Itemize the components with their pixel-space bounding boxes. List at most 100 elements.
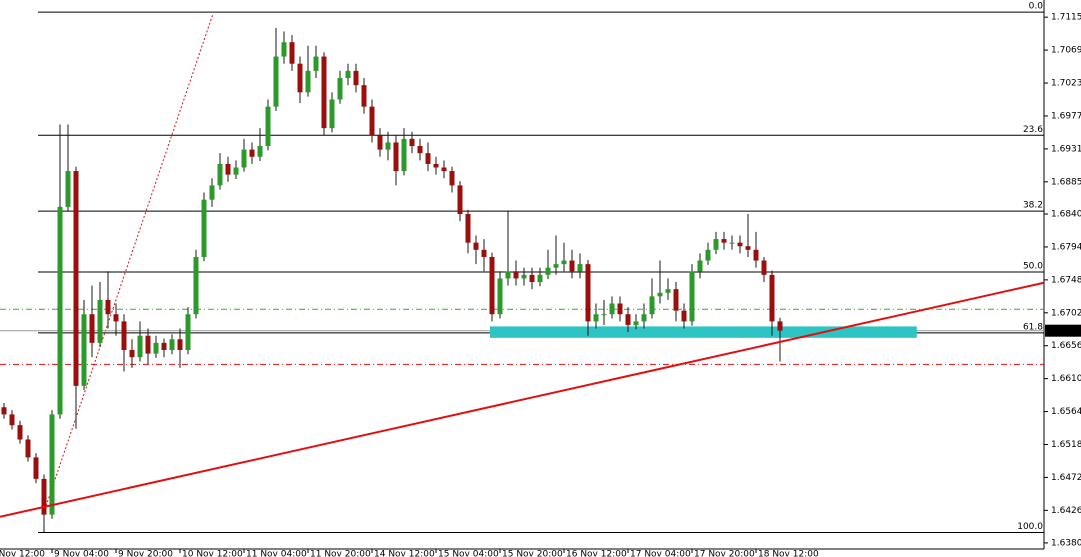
y-tick-label: 1.64720 — [1051, 473, 1081, 483]
candle-body — [369, 106, 375, 136]
current-price-label: 1.66770 — [1049, 326, 1081, 336]
fibo-label: 23.6 — [1023, 125, 1043, 135]
candle-body — [625, 314, 631, 325]
candle-body — [409, 138, 415, 147]
x-tick-label: 15 Nov 20:00 — [502, 550, 563, 557]
y-tick-label: 1.70690 — [1051, 46, 1081, 56]
candle-body — [425, 153, 431, 164]
candle-body — [505, 271, 511, 279]
candle-body — [753, 249, 759, 261]
x-tick-label: 9 Nov 04:00 — [54, 550, 109, 557]
candle-body — [105, 299, 111, 315]
candle-body — [521, 274, 527, 279]
candle-body — [569, 260, 575, 272]
x-tick-label: 9 Nov 20:00 — [118, 550, 173, 557]
candle-body — [153, 342, 159, 354]
candle-body — [529, 274, 535, 283]
candle-body — [761, 260, 767, 275]
x-tick-label: 10 Nov 12:00 — [182, 550, 243, 557]
candle-body — [321, 56, 327, 129]
x-tick-label: 15 Nov 04:00 — [438, 550, 499, 557]
fibo-label: 50.0 — [1023, 261, 1043, 271]
candle-body — [33, 457, 39, 479]
support-zone — [490, 326, 917, 338]
candle-body — [673, 289, 679, 311]
y-tick-label: 1.63805 — [1051, 538, 1081, 548]
candle-body — [593, 314, 599, 322]
candle-body — [393, 142, 399, 172]
candle-body — [249, 149, 255, 157]
y-tick-label: 1.71150 — [1051, 13, 1081, 23]
candle-body — [729, 242, 735, 244]
candle-body — [697, 260, 703, 272]
candle-body — [385, 142, 391, 150]
candle-body — [585, 264, 591, 322]
candle-body — [297, 63, 303, 93]
candle-body — [137, 335, 143, 358]
candle-body — [617, 303, 623, 315]
candle-body — [185, 314, 191, 351]
candle-body — [305, 70, 311, 93]
candle-body — [121, 321, 127, 351]
candle-body — [561, 260, 567, 265]
y-tick-label: 1.68850 — [1051, 177, 1081, 187]
candle-body — [657, 292, 663, 297]
candle-body — [497, 278, 503, 315]
candle-body — [665, 289, 671, 293]
candle-body — [473, 242, 479, 250]
candle-body — [441, 167, 447, 172]
x-tick-label: 8 Nov 12:00 — [0, 550, 45, 557]
y-tick-label: 1.67480 — [1051, 275, 1081, 285]
candle-body — [217, 163, 223, 186]
candle-body — [81, 314, 87, 386]
candle-body — [49, 414, 55, 515]
candle-body — [513, 271, 519, 279]
candle-body — [417, 146, 423, 154]
candle-body — [201, 199, 207, 257]
x-tick-label: 14 Nov 12:00 — [374, 550, 435, 557]
x-tick-label: 11 Nov 04:00 — [246, 550, 307, 557]
candle-body — [345, 70, 351, 79]
candle-body — [273, 56, 279, 107]
x-tick-label: 16 Nov 12:00 — [566, 550, 627, 557]
y-tick-label: 1.66560 — [1051, 341, 1081, 351]
candle-body — [241, 149, 247, 168]
candle-body — [161, 342, 167, 351]
candle-body — [553, 264, 559, 268]
candle-body — [337, 78, 343, 100]
candle-body — [577, 264, 583, 272]
fibo-anchor — [44, 14, 214, 510]
candle-body — [545, 267, 551, 275]
fibo-label: 0.0 — [1029, 2, 1044, 12]
candle-body — [1, 407, 7, 415]
candle-body — [129, 350, 135, 358]
candle-body — [113, 314, 119, 322]
candle-body — [481, 249, 487, 257]
candle-body — [641, 314, 647, 322]
candle-body — [177, 339, 183, 351]
candle-body — [465, 214, 471, 243]
x-tick-label: 11 Nov 20:00 — [310, 550, 371, 557]
y-tick-label: 1.66100 — [1051, 374, 1081, 384]
candle-body — [681, 310, 687, 322]
candle-body — [65, 171, 71, 207]
candle-body — [73, 171, 79, 386]
candle-body — [705, 249, 711, 261]
y-tick-label: 1.69310 — [1051, 144, 1081, 154]
y-tick-label: 1.70230 — [1051, 79, 1081, 89]
candle-body — [97, 299, 103, 343]
candle-body — [713, 239, 719, 250]
candle-body — [41, 478, 47, 515]
candle-body — [169, 339, 175, 351]
candle-body — [329, 99, 335, 129]
y-tick-label: 1.64260 — [1051, 506, 1081, 516]
candle-body — [17, 425, 23, 440]
candle-body — [745, 246, 751, 250]
candle-body — [769, 274, 775, 322]
fibo-label: 100.0 — [1017, 522, 1043, 532]
candle-body — [257, 146, 263, 157]
trendline — [0, 281, 1045, 518]
candle-body — [737, 242, 743, 247]
candle-body — [609, 303, 615, 315]
